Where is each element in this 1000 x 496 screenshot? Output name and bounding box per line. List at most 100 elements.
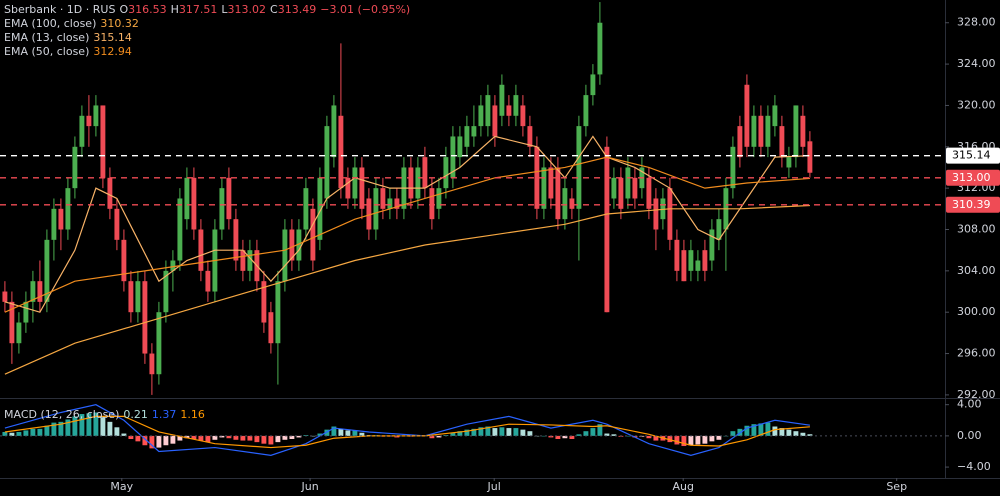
macd-histogram-bar	[485, 426, 491, 436]
macd-histogram-bar	[170, 435, 176, 444]
candle-body	[149, 353, 155, 375]
macd-histogram-bar	[65, 419, 71, 436]
candle-body	[471, 126, 477, 137]
candle-body	[800, 115, 806, 147]
candle-body	[583, 95, 589, 127]
y-tick-label: 292.00	[957, 388, 996, 401]
legend-entry: EMA (100, close) 310.32	[4, 17, 139, 30]
candle-body	[702, 250, 708, 271]
candle-body	[163, 270, 169, 313]
macd-histogram-bar	[107, 421, 113, 436]
macd-histogram-bar	[177, 435, 183, 441]
x-tick-label: Sep	[886, 480, 907, 493]
macd-histogram-bar	[72, 416, 78, 436]
candle-body	[464, 126, 470, 147]
macd-histogram-bar	[520, 429, 526, 436]
legend-value: 310.32	[100, 17, 139, 30]
macd-histogram-bar	[772, 426, 778, 436]
candle-body	[324, 126, 330, 199]
macd-histogram-bar	[254, 435, 260, 443]
candle-body	[303, 188, 309, 230]
macd-histogram-bar	[492, 428, 498, 436]
candle-body	[107, 177, 113, 209]
macd-histogram-bar	[79, 414, 85, 436]
macd-legend: MACD (12, 26, close) 0.21 1.37 1.16	[4, 408, 205, 421]
candle-body	[331, 105, 337, 158]
candle-body	[576, 126, 582, 209]
macd-histogram-bar	[359, 432, 365, 436]
macd-title: MACD (12, 26, close)	[4, 408, 119, 421]
candle-body	[177, 198, 183, 261]
y-tick-label: 296.00	[957, 347, 996, 360]
macd-hist-value: 0.21	[123, 408, 148, 421]
candle-body	[457, 136, 463, 158]
macd-histogram-bar	[758, 423, 764, 436]
candle-body	[527, 126, 533, 147]
candle-body	[793, 105, 799, 158]
candle-body	[380, 188, 386, 209]
candle-body	[688, 250, 694, 271]
price-label-box	[946, 196, 1000, 213]
candle-body	[422, 157, 428, 189]
candle-body	[352, 167, 358, 199]
macd-histogram-bar	[583, 431, 589, 436]
candle-body	[492, 105, 498, 137]
ema-line	[4, 135, 810, 313]
ohlc-value: 316.53	[128, 3, 167, 16]
macd-histogram-bar	[198, 435, 204, 441]
candle-body	[191, 177, 197, 230]
macd-histogram-bar	[702, 435, 708, 444]
candle-body	[779, 126, 785, 158]
macd-histogram-bar	[191, 435, 197, 439]
macd-line	[4, 415, 810, 449]
candle-body	[296, 229, 302, 261]
candle-body	[240, 250, 246, 271]
macd-histogram-bar	[100, 417, 106, 436]
candle-body	[646, 177, 652, 209]
candle-body	[261, 281, 267, 323]
candle-body	[93, 105, 99, 127]
macd-histogram-bar	[471, 428, 477, 436]
macd-histogram-bar	[261, 435, 267, 444]
change: −3.01 (−0.95%)	[320, 3, 410, 16]
macd-histogram-bar	[506, 428, 512, 436]
macd-histogram-bar	[275, 435, 281, 443]
macd-histogram-bar	[527, 431, 533, 436]
candle-body	[58, 208, 64, 230]
candle-body	[485, 95, 491, 127]
macd-histogram-bar	[765, 422, 771, 436]
legend-value: 312.94	[93, 45, 132, 58]
candle-body	[415, 167, 421, 199]
candle-body	[548, 167, 554, 199]
y-tick-label: 324.00	[957, 57, 996, 70]
candle-body	[744, 84, 750, 147]
candle-body	[373, 188, 379, 230]
x-tick-label: Jul	[487, 480, 501, 493]
x-tick-label: Jun	[301, 480, 319, 493]
macd-histogram-bar	[149, 435, 155, 449]
macd-histogram-bar	[457, 431, 463, 436]
macd-histogram-bar	[555, 435, 561, 439]
candle-body	[72, 146, 78, 189]
macd-tick-label: 4.00	[957, 398, 982, 411]
candle-body	[394, 198, 400, 209]
macd-histogram-bar	[93, 412, 99, 436]
macd-histogram-bar	[296, 435, 302, 438]
candle-body	[233, 219, 239, 261]
candle-body	[135, 281, 141, 313]
candle-body	[625, 167, 631, 199]
ohlc-prefix: H	[171, 3, 179, 16]
candle-body	[79, 115, 85, 147]
macd-histogram-bar	[282, 435, 288, 440]
macd-histogram-bar	[597, 424, 603, 436]
candle-body	[2, 291, 8, 302]
candle-body	[23, 301, 29, 323]
macd-histogram-bar	[786, 429, 792, 436]
legend-name: EMA (50, close)	[4, 45, 89, 58]
candle-body	[653, 198, 659, 230]
candle-body	[667, 188, 673, 240]
candle-body	[541, 167, 547, 209]
macd-histogram-bar	[128, 435, 134, 439]
macd-value: 1.16	[180, 408, 205, 421]
